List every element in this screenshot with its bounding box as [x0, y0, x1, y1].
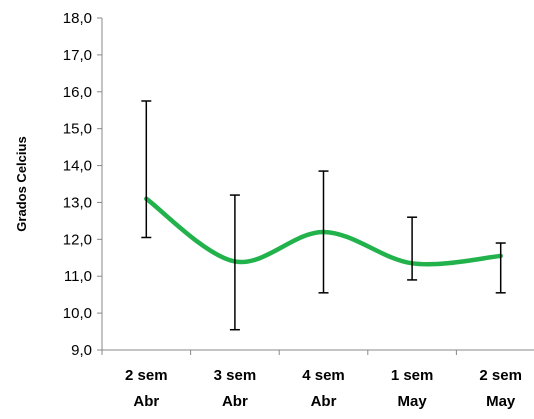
- x-tick-label: 3 sem: [214, 367, 257, 384]
- y-tick-label: 18,0: [63, 10, 92, 27]
- y-axis-label: Grados Celcius: [14, 136, 29, 231]
- x-tick-label: May: [398, 393, 428, 410]
- x-tick-label: 2 sem: [479, 367, 522, 384]
- y-tick-label: 12,0: [63, 231, 92, 248]
- y-tick-label: 17,0: [63, 47, 92, 64]
- x-tick-label: May: [486, 393, 516, 410]
- x-tick-label: 2 sem: [125, 367, 168, 384]
- y-tick-label: 11,0: [64, 268, 92, 285]
- y-tick-label: 14,0: [63, 158, 92, 175]
- x-tick-label: 1 sem: [391, 367, 434, 384]
- y-tick-label: 15,0: [63, 121, 92, 138]
- x-tick-label: Abr: [311, 393, 337, 410]
- y-tick-label: 10,0: [63, 305, 92, 322]
- y-tick-label: 13,0: [63, 194, 92, 211]
- x-tick-label: 4 sem: [302, 367, 345, 384]
- y-tick-label: 16,0: [63, 84, 92, 101]
- y-tick-label: 9,0: [71, 342, 92, 359]
- x-tick-label: Abr: [133, 393, 159, 410]
- x-tick-label: Abr: [222, 393, 248, 410]
